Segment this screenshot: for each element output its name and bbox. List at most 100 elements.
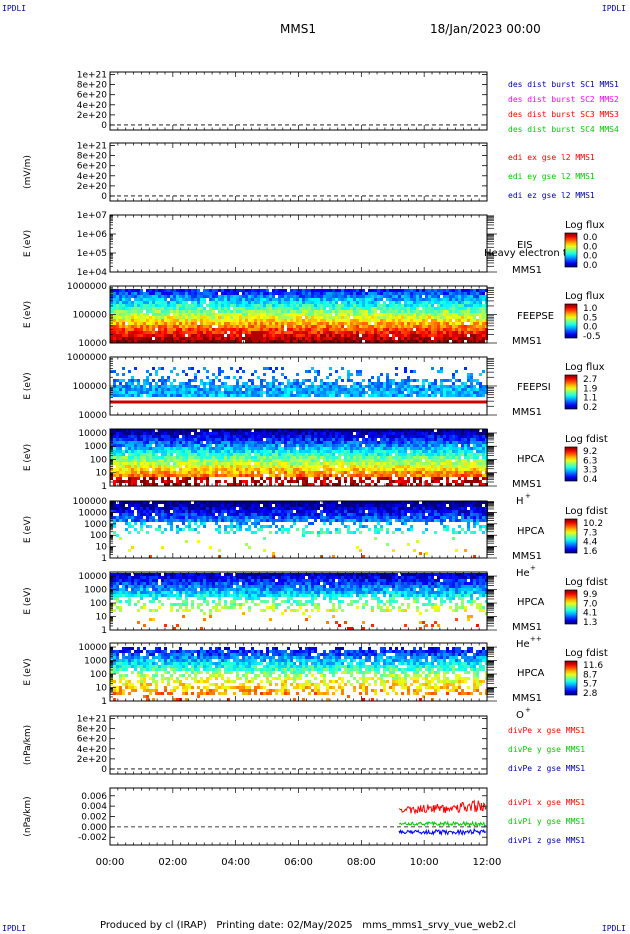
ytick-label-p1: 2e+20 [77, 111, 108, 121]
colorbar-title-p4: Log flux [565, 291, 605, 302]
colorbar-title-p3: Log flux [565, 220, 605, 231]
legend-entry-p10: divPe y gse MMS1 [508, 745, 585, 754]
colorbar-p9 [564, 660, 578, 696]
ytick-label-p6: 10000 [78, 429, 107, 439]
ylabel-p4: E (eV) [23, 301, 33, 328]
ytick-label-p2: 1e+21 [77, 142, 107, 152]
spectrogram-p8 [110, 573, 488, 630]
colorbar-tick-p7: 1.6 [583, 547, 598, 557]
instrument-label-p7: HPCA [517, 526, 545, 537]
ylabel-p3: E (eV) [23, 230, 33, 257]
colorbar-title-p8: Log fdist [565, 577, 608, 588]
ytick-label-p4: 100000 [73, 311, 108, 321]
date-title: 18/Jan/2023 00:00 [430, 22, 541, 36]
panel-p4: 10000 100000 1000000 E (eV) FEEPSE MMS1 Log fl… [23, 282, 605, 349]
ytick-label-p2: 0 [101, 192, 107, 202]
ytick-label-p7: 1000 [84, 520, 107, 530]
instrument-label-p8: HPCA [517, 597, 545, 608]
ytick-label-p5: 10000 [78, 411, 107, 421]
colorbar-p5 [564, 374, 578, 410]
ylabel-p2: (mV/m) [23, 155, 33, 189]
ytick-label-p7: 10000 [78, 508, 107, 518]
legend-entry-p11: divPi y gse MMS1 [508, 817, 585, 826]
spacecraft-label-p7: MMS1 [512, 551, 542, 562]
colorbar-tick-p3: 0.0 [583, 242, 598, 252]
colorbar-tick-p3: 0.0 [583, 233, 598, 243]
legend-entry-p1: des dist burst SC2 MMS2 [508, 95, 619, 104]
colorbar-tick-p9: 2.8 [583, 689, 598, 699]
ytick-label-p8: 100 [90, 599, 107, 609]
colorbar-tick-p7: 10.2 [583, 519, 603, 529]
ytick-label-p2: 6e+20 [77, 162, 108, 172]
colorbar-tick-p9: 11.6 [583, 661, 603, 671]
ytick-label-p6: 100 [90, 455, 107, 465]
legend-entry-p1: des dist burst SC4 MMS4 [508, 125, 619, 134]
ytick-label-p2: 8e+20 [77, 152, 108, 162]
xtick-label: 08:00 [347, 857, 376, 868]
legend-entry-p2: edi ex gse l2 MMS1 [508, 153, 595, 162]
ytick-label-p6: 1 [101, 482, 107, 492]
legend-entry-p10: divPe z gse MMS1 [508, 764, 585, 773]
spectrogram-p6 [110, 429, 488, 486]
ytick-label-p2: 2e+20 [77, 182, 108, 192]
overlay-text-p3: Heavy electron to [484, 248, 573, 259]
colorbar-tick-p6: 0.4 [583, 475, 598, 485]
spectrogram-p7 [110, 501, 488, 558]
xtick-label: 02:00 [158, 857, 187, 868]
ytick-label-p6: 10 [96, 469, 108, 479]
colorbar-tick-p6: 3.3 [583, 466, 597, 476]
ytick-label-p3: 1e+04 [77, 268, 108, 278]
ytick-label-p7: 10 [96, 543, 108, 553]
panel-p5: 10000 100000 1000000 E (eV) FEEPSI MMS1 Log fl… [23, 353, 605, 421]
spectrogram-p5 [110, 367, 488, 404]
colorbar-tick-p5: 2.7 [583, 375, 597, 385]
species-label-p7: He [516, 568, 530, 579]
colorbar-p7 [564, 518, 578, 554]
frame-p3 [109, 214, 488, 273]
corner-label-bottom-right: IPDLI [601, 924, 626, 933]
colorbar-tick-p5: 0.2 [583, 403, 597, 413]
legend-entry-p11: divPi z gse MMS1 [508, 836, 585, 845]
colorbar-tick-p6: 9.2 [583, 447, 597, 457]
species-label-p9: O [516, 710, 524, 721]
colorbar-tick-p4: -0.5 [583, 332, 601, 342]
ytick-label-p10: 2e+20 [77, 755, 108, 765]
ytick-label-p10: 8e+20 [77, 725, 108, 735]
colorbar-tick-p3: 0.0 [583, 261, 598, 271]
legend-entry-p1: des dist burst SC1 MMS1 [508, 80, 619, 89]
ytick-label-p11: 0.004 [81, 802, 107, 812]
ytick-label-p3: 1e+07 [77, 211, 107, 221]
colorbar-tick-p8: 4.1 [583, 609, 597, 619]
ytick-label-p5: 1000000 [67, 353, 107, 363]
colorbar-tick-p3: 0.0 [583, 252, 598, 262]
frame-p1 [109, 71, 488, 131]
ytick-label-p5: 100000 [73, 382, 108, 392]
frame-p11 [109, 787, 488, 846]
ylabel-p8: E (eV) [23, 587, 33, 614]
ytick-label-p4: 10000 [78, 339, 107, 349]
colorbar-tick-p4: 0.5 [583, 313, 597, 323]
instrument-label-p9: HPCA [517, 668, 545, 679]
species-charge-p9: + [525, 706, 531, 714]
colorbar-p3 [564, 232, 578, 268]
ytick-label-p11: 0.002 [81, 813, 107, 823]
spacecraft-label-p8: MMS1 [512, 622, 542, 633]
ytick-label-p3: 1e+06 [77, 230, 108, 240]
spacecraft-label-p9: MMS1 [512, 693, 542, 704]
species-charge-p6: + [525, 492, 531, 500]
ytick-label-p10: 1e+21 [77, 715, 107, 725]
ytick-label-p8: 10 [96, 613, 108, 623]
series-line-p11-1 [398, 820, 487, 828]
ytick-label-p1: 0 [101, 121, 107, 131]
colorbar-tick-p8: 9.9 [583, 590, 598, 600]
colorbar-tick-p9: 8.7 [583, 670, 597, 680]
ytick-label-p11: -0.002 [78, 833, 107, 843]
corner-label-bottom-left: IPDLI [2, 924, 27, 933]
ytick-label-p9: 100 [90, 670, 107, 680]
ylabel-p7: E (eV) [23, 516, 33, 543]
spectrogram-p4 [110, 289, 488, 343]
ytick-label-p9: 10000 [78, 643, 107, 653]
